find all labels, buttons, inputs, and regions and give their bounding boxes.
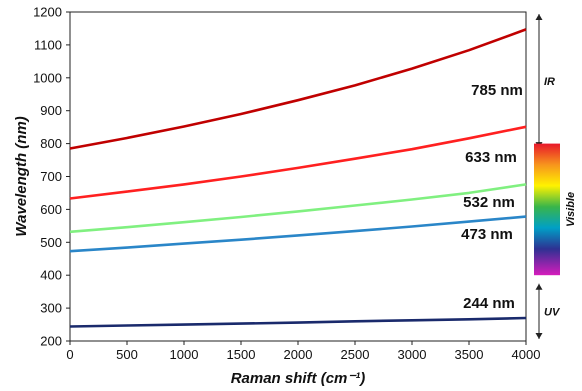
y-axis-ticks: 200 300 400 500 600 700 800 900 1000 1100 1200 <box>33 5 70 349</box>
y-tick-label: 300 <box>40 301 62 316</box>
arrow-head-up <box>535 14 543 20</box>
series-labels: 785 nm 633 nm 532 nm 473 nm 244 nm <box>461 82 523 312</box>
arrow-head-down <box>535 333 543 339</box>
series-lines <box>69 28 527 328</box>
x-tick-label: 3000 <box>398 347 427 362</box>
region-label: Visible <box>565 192 577 227</box>
visible-spectrum-bar <box>534 143 560 276</box>
x-tick-label: 3500 <box>455 347 484 362</box>
y-tick-label: 800 <box>40 136 62 151</box>
x-tick-label: 500 <box>116 347 138 362</box>
x-tick-label: 2500 <box>341 347 370 362</box>
y-axis-title: Wavelength (nm) <box>13 116 30 237</box>
series-label: 532 nm <box>463 194 515 211</box>
x-tick-label: 0 <box>66 347 73 362</box>
series-line <box>69 183 527 234</box>
y-tick-label: 700 <box>40 169 62 184</box>
region-label: UV <box>544 306 561 318</box>
series-label: 785 nm <box>471 82 523 99</box>
y-tick-label: 1100 <box>34 37 62 52</box>
y-tick-label: 900 <box>40 103 62 118</box>
x-tick-label: 2000 <box>284 347 313 362</box>
spectral-regions: IR Visible UV <box>534 14 577 339</box>
x-axis-ticks: 0 500 1000 1500 2000 2500 3000 3500 4000 <box>66 341 540 362</box>
series-line <box>69 316 527 328</box>
plot-frame <box>69 11 527 342</box>
series-label: 633 nm <box>465 149 517 166</box>
series-line <box>69 215 527 253</box>
series-label: 244 nm <box>463 295 515 312</box>
arrow-head-up <box>535 283 543 290</box>
series-line <box>69 125 527 200</box>
y-tick-label: 600 <box>40 202 62 217</box>
y-tick-label: 200 <box>40 334 62 349</box>
y-tick-label: 1000 <box>33 70 62 85</box>
y-tick-label: 1200 <box>33 5 62 20</box>
series-line <box>69 28 527 150</box>
x-tick-label: 1000 <box>170 347 199 362</box>
y-tick-label: 500 <box>40 235 62 250</box>
series-label: 473 nm <box>461 226 513 243</box>
region-label: IR <box>544 76 555 88</box>
x-axis-title: Raman shift (cm⁻¹) <box>231 370 366 387</box>
x-tick-label: 1500 <box>227 347 256 362</box>
x-tick-label: 4000 <box>512 347 541 362</box>
y-tick-label: 400 <box>40 268 62 283</box>
